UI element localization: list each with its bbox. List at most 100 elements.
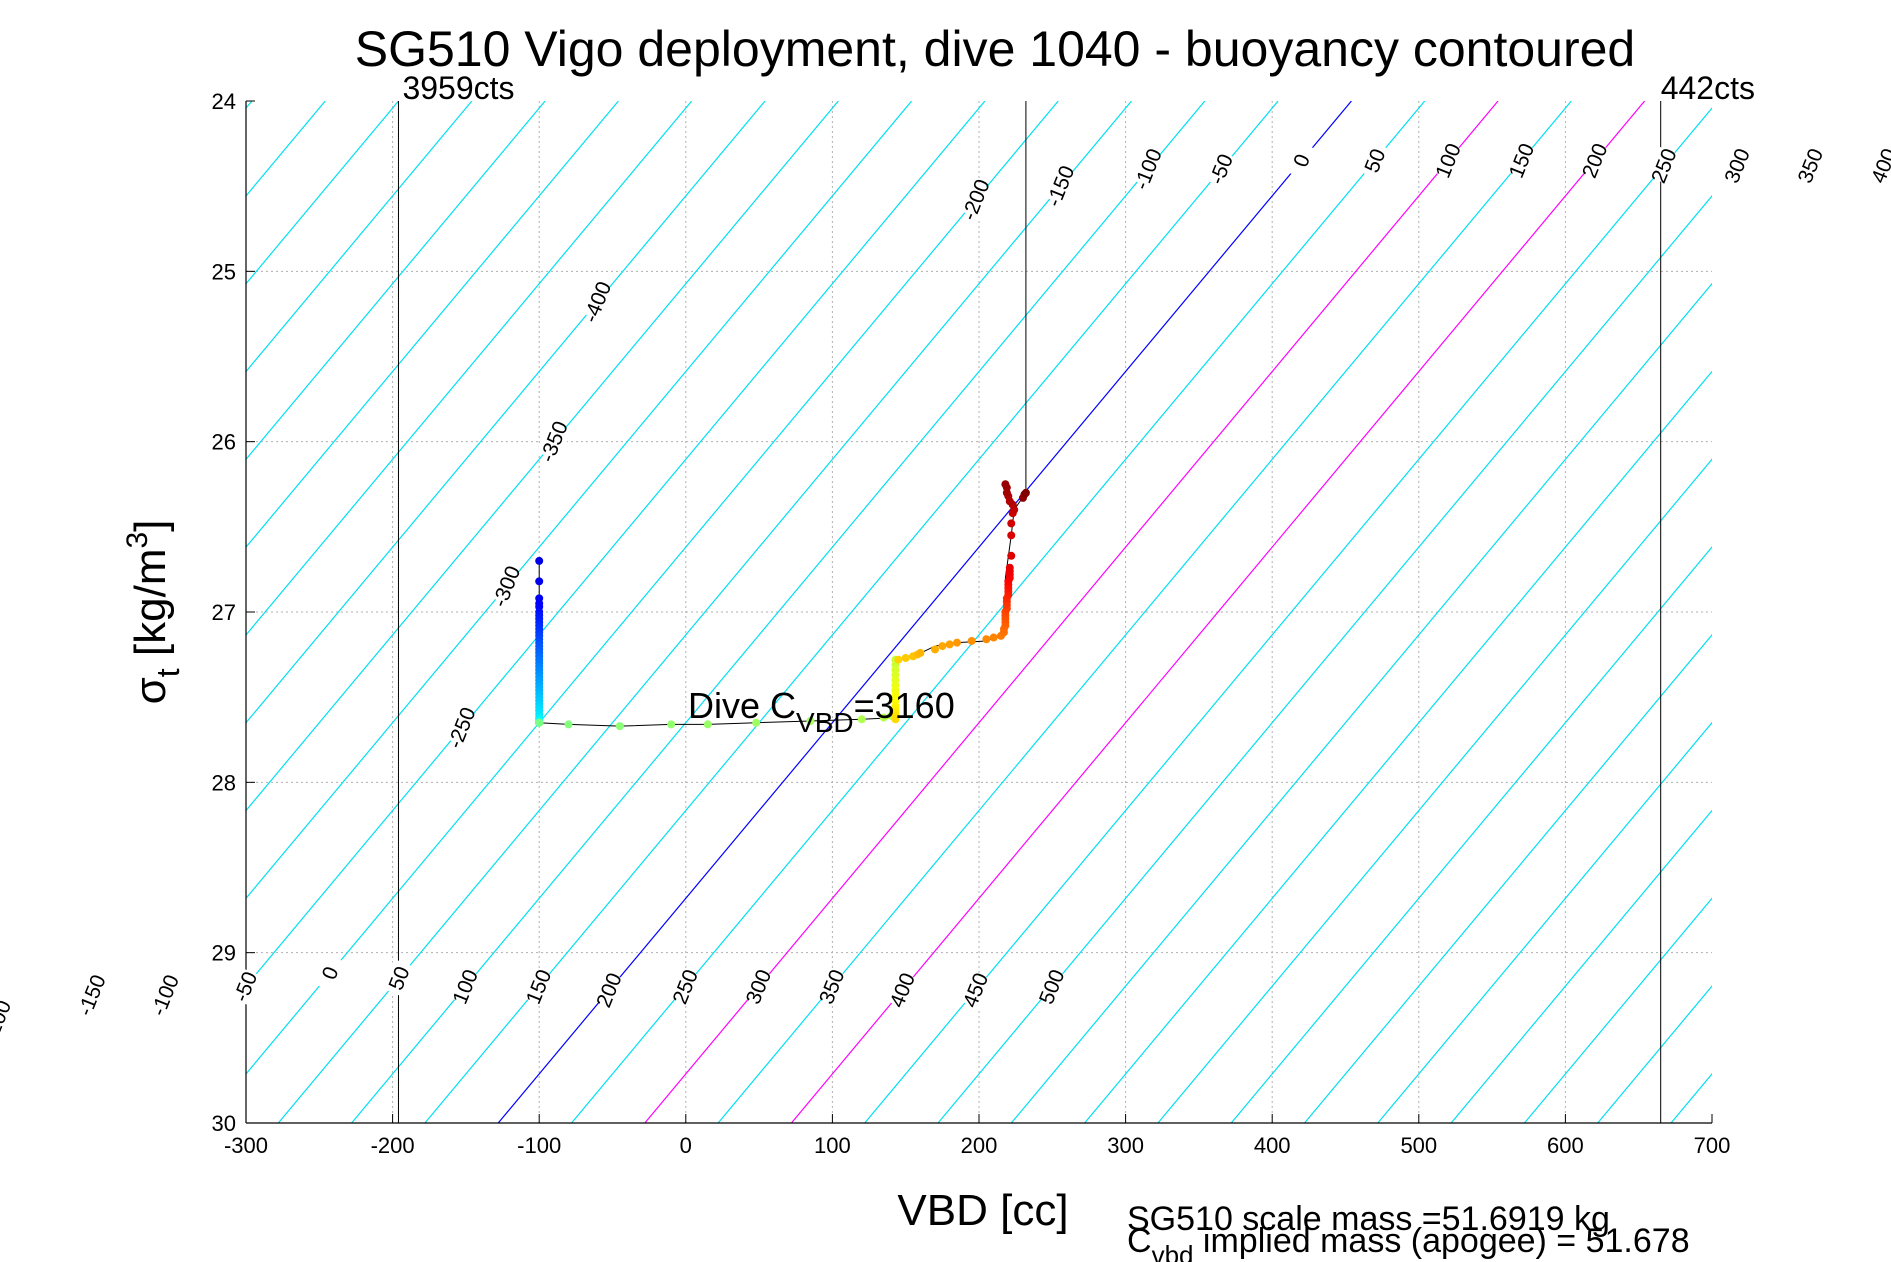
buoyancy-contour-line — [351, 101, 1206, 1123]
contour-label-bg — [580, 282, 615, 322]
buoyancy-contour-line — [246, 101, 766, 724]
contour-label-bg — [448, 967, 483, 1007]
contour-label: 300 — [1720, 145, 1754, 186]
data-point — [916, 648, 925, 657]
contour-label-bg — [592, 970, 627, 1010]
buoyancy-contour-line — [246, 101, 913, 900]
y-tick-label: 25 — [212, 259, 236, 284]
data-point — [967, 636, 976, 645]
contour-label: -150 — [1042, 163, 1079, 211]
x-tick-label: -200 — [371, 1133, 415, 1158]
data-point — [752, 718, 761, 727]
x-tick-label: 600 — [1547, 1133, 1584, 1158]
points-layer — [535, 480, 1030, 731]
contour-label-bg — [1504, 141, 1539, 180]
buoyancy-contour-line — [1084, 370, 1712, 1123]
axes-layer: -300 -200 -100 0 100 200 300 400 500 600 700 24 25 26… — [212, 89, 1731, 1158]
implied-mass-text: Cvbd implied mass (apogee) = 51.678 — [1127, 1222, 1690, 1262]
trace-layer — [538, 101, 1027, 727]
contour-label: -300 — [488, 563, 525, 611]
contour-label-bg — [1043, 166, 1078, 206]
contour-label-bg — [147, 975, 183, 1015]
data-point — [1007, 519, 1016, 528]
y-tick-label: 27 — [212, 600, 236, 625]
buoyancy-contour-line — [246, 101, 399, 285]
x-tick-label: 100 — [814, 1133, 851, 1158]
contour-label-bg — [536, 422, 572, 461]
data-point — [1007, 531, 1016, 540]
data-point — [857, 715, 866, 724]
contour-labels-layer: -200-150-100-500501001502002503003504004… — [0, 140, 1891, 1045]
buoyancy-contour-line — [246, 101, 986, 988]
contour-label-bg — [1720, 146, 1755, 186]
y-axis-label: σt [kg/m3] — [121, 520, 186, 705]
data-point — [564, 720, 573, 729]
buoyancy-contour-line — [1230, 546, 1712, 1123]
buoyancy-contour-line — [246, 101, 1059, 1075]
grid-layer — [246, 101, 1712, 1123]
vbd-limit-layer: 3959cts 442cts — [397, 70, 1755, 1123]
data-point — [953, 638, 962, 647]
buoyancy-contour-line — [1157, 458, 1712, 1123]
x-tick-label: 0 — [680, 1133, 692, 1158]
y-tick-label: 24 — [212, 89, 236, 114]
buoyancy-contour-line — [246, 101, 693, 636]
contour-label: 350 — [1794, 145, 1828, 186]
contour-label-bg — [958, 970, 993, 1010]
contour-label-bg — [1130, 149, 1166, 189]
y-tick-label: 30 — [212, 1111, 236, 1136]
buoyancy-contour-line — [1523, 897, 1712, 1123]
contour-label-bg — [958, 180, 993, 220]
buoyancy-contour-line — [246, 101, 546, 461]
contour-label: -100 — [1130, 146, 1167, 194]
contour-label-bg — [1866, 146, 1891, 186]
data-point — [931, 645, 940, 654]
x-tick-label: 200 — [961, 1133, 998, 1158]
data-point — [1001, 480, 1010, 489]
data-point — [703, 720, 712, 729]
contour-label-bg — [521, 967, 556, 1007]
y-tick-label: 28 — [212, 770, 236, 795]
contour-label-bg — [74, 975, 109, 1015]
data-point — [945, 640, 954, 649]
x-tick-label: 300 — [1107, 1133, 1144, 1158]
data-point — [1021, 488, 1030, 497]
x-tick-label: 400 — [1254, 1133, 1291, 1158]
contour-label: -250 — [444, 704, 481, 752]
contour-label-bg — [0, 1001, 15, 1041]
buoyancy-contour-line — [864, 107, 1712, 1123]
contour-label-bg — [1034, 967, 1069, 1007]
glider-trace-line — [538, 101, 1027, 727]
data-point — [938, 642, 947, 651]
contour-label-bg — [1431, 141, 1466, 180]
data-point — [1007, 551, 1016, 560]
contour-label-bg — [228, 967, 263, 1007]
data-point — [901, 653, 910, 662]
contour-layer — [246, 101, 1712, 1123]
buoyancy-contour-line — [571, 101, 1426, 1123]
contour-label-bg — [1357, 141, 1393, 180]
y-tick-label: 29 — [212, 941, 236, 966]
contour-label-bg — [382, 958, 417, 998]
x-tick-label: 500 — [1400, 1133, 1437, 1158]
data-point — [891, 715, 900, 724]
x-tick-label: -100 — [517, 1133, 561, 1158]
data-point — [1005, 563, 1014, 572]
buoyancy-contour-line — [790, 101, 1646, 1123]
buoyancy-contour-line — [1377, 721, 1712, 1123]
contour-label-bg — [1646, 146, 1682, 186]
contour-label-bg — [489, 567, 524, 606]
buoyancy-contour-line — [1304, 633, 1712, 1123]
data-point — [879, 713, 888, 722]
contour-label-bg — [885, 970, 920, 1010]
dive-cvbd-annotation: Dive CVBD=3160 — [688, 685, 955, 738]
vbd-limit-label: 442cts — [1661, 70, 1755, 106]
data-point — [982, 635, 991, 644]
buoyancy-contour-line — [246, 101, 473, 373]
buoyancy-contour-line — [1450, 809, 1712, 1123]
buoyancy-contour-line — [1010, 282, 1712, 1123]
contour-label: -50 — [230, 969, 263, 1006]
buoyancy-contour-line — [937, 194, 1712, 1123]
contour-label-bg — [1577, 141, 1612, 180]
